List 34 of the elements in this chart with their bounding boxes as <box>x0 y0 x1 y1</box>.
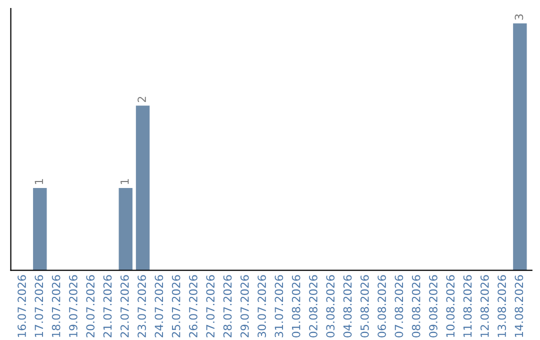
x-tick-label: 06.08.2026 <box>378 275 386 338</box>
x-tick-label: 05.08.2026 <box>360 275 369 338</box>
x-tick-label: 09.08.2026 <box>429 275 438 338</box>
data-label: 2 <box>138 96 146 102</box>
x-tick-label: 08.08.2026 <box>412 275 420 338</box>
x-tick-label: 16.07.2026 <box>18 275 26 337</box>
x-tick-label: 25.07.2026 <box>172 275 180 338</box>
x-tick-label: 14.08.2026 <box>514 275 524 337</box>
x-tick-label: 22.07.2026 <box>120 275 129 338</box>
x-tick-label: 18.07.2026 <box>52 275 60 337</box>
x-tick-label: 29.07.2026 <box>240 275 249 338</box>
x-tick-label: 02.08.2026 <box>309 275 318 338</box>
x-tick-label: 21.07.2026 <box>103 275 112 338</box>
x-tick-label: 13.08.2026 <box>498 275 506 337</box>
x-tick-label: 03.08.2026 <box>326 275 335 338</box>
x-tick-label: 07.08.2026 <box>394 275 404 338</box>
x-tick-label: 31.07.2026 <box>274 275 284 338</box>
x-tick-label: 28.07.2026 <box>223 275 232 338</box>
x-tick-label: 10.08.2026 <box>446 275 455 337</box>
data-label: 3 <box>514 14 524 20</box>
x-tick-label: 23.07.2026 <box>138 275 146 338</box>
x-tick-label: 01.08.2026 <box>292 275 300 338</box>
x-tick-label: 12.08.2026 <box>480 275 489 337</box>
x-tick-label: 30.07.2026 <box>258 275 266 338</box>
x-tick-label: 20.07.2026 <box>86 275 95 338</box>
data-label: 1 <box>120 179 129 184</box>
x-tick-label: 27.07.2026 <box>206 275 215 338</box>
x-tick-label: 11.08.2026 <box>463 275 472 337</box>
x-tick-label: 19.07.2026 <box>69 275 78 337</box>
x-tick-label: 04.08.2026 <box>343 275 352 338</box>
data-label: 1 <box>34 179 43 184</box>
x-tick-label: 24.07.2026 <box>154 275 164 338</box>
x-tick-label: 26.07.2026 <box>189 275 198 338</box>
x-tick-label: 17.07.2026 <box>34 275 44 337</box>
